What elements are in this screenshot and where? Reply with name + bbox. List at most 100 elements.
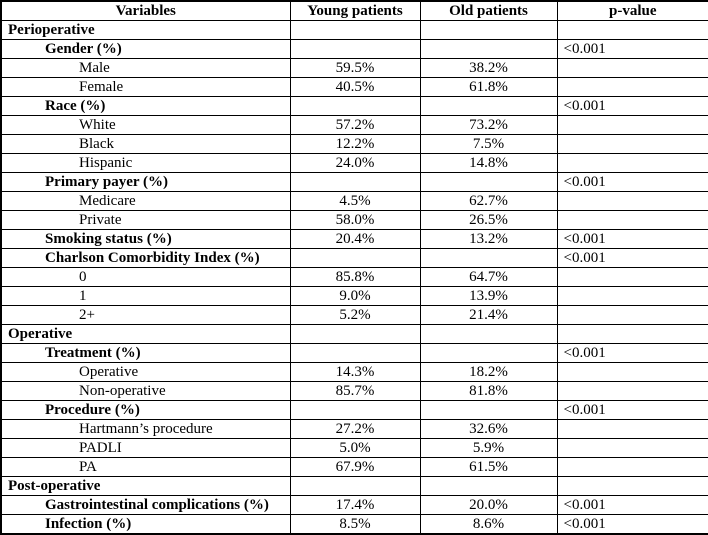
p-value-cell <box>556 362 708 382</box>
variable-cell: Hispanic <box>0 153 291 173</box>
young-patients-cell: 58.0% <box>289 210 421 230</box>
p-value-cell: <0.001 <box>556 39 708 59</box>
table-row: Post-operative <box>0 476 708 496</box>
old-patients-cell: 20.0% <box>419 495 558 515</box>
table-row: Black 12.2% 7.5% <box>0 134 708 154</box>
p-value-cell: <0.001 <box>556 172 708 192</box>
p-value-cell <box>556 381 708 401</box>
old-patients-cell <box>419 20 558 40</box>
old-patients-cell: 26.5% <box>419 210 558 230</box>
p-value-cell: <0.001 <box>556 248 708 268</box>
variable-cell: White <box>0 115 291 135</box>
table-row: PADLI 5.0% 5.9% <box>0 438 708 458</box>
table-row: Primary payer (%) <0.001 <box>0 172 708 192</box>
old-patients-cell: 32.6% <box>419 419 558 439</box>
young-patients-cell: 14.3% <box>289 362 421 382</box>
variable-cell: Private <box>0 210 291 230</box>
old-patients-cell: 81.8% <box>419 381 558 401</box>
variable-cell: Post-operative <box>0 476 291 496</box>
variable-cell: Race (%) <box>0 96 291 116</box>
table-row: Charlson Comorbidity Index (%) <0.001 <box>0 248 708 268</box>
variable-cell: Infection (%) <box>0 514 291 535</box>
old-patients-cell: 13.2% <box>419 229 558 249</box>
old-patients-cell: 61.8% <box>419 77 558 97</box>
table-row: White 57.2% 73.2% <box>0 115 708 135</box>
old-patients-cell: 62.7% <box>419 191 558 211</box>
variable-cell: Perioperative <box>0 20 291 40</box>
old-patients-cell: 38.2% <box>419 58 558 78</box>
p-value-cell <box>556 115 708 135</box>
young-patients-cell <box>289 324 421 344</box>
variable-cell: Hartmann’s procedure <box>0 419 291 439</box>
p-value-cell: <0.001 <box>556 229 708 249</box>
column-header-variables: Variables <box>0 0 291 21</box>
old-patients-cell <box>419 400 558 420</box>
old-patients-cell <box>419 476 558 496</box>
variable-cell: Male <box>0 58 291 78</box>
table-row: Medicare 4.5% 62.7% <box>0 191 708 211</box>
old-patients-cell <box>419 248 558 268</box>
variable-cell: Female <box>0 77 291 97</box>
p-value-cell <box>556 305 708 325</box>
p-value-cell <box>556 324 708 344</box>
p-value-cell <box>556 438 708 458</box>
p-value-cell <box>556 286 708 306</box>
table-header: Variables Young patients Old patients p-… <box>0 0 708 21</box>
old-patients-cell: 5.9% <box>419 438 558 458</box>
old-patients-cell: 13.9% <box>419 286 558 306</box>
variable-cell: Medicare <box>0 191 291 211</box>
p-value-cell <box>556 457 708 477</box>
p-value-cell: <0.001 <box>556 343 708 363</box>
table-row: Female 40.5% 61.8% <box>0 77 708 97</box>
young-patients-cell: 40.5% <box>289 77 421 97</box>
variable-cell: 1 <box>0 286 291 306</box>
variable-cell: Smoking status (%) <box>0 229 291 249</box>
young-patients-cell <box>289 20 421 40</box>
table-row: Race (%) <0.001 <box>0 96 708 116</box>
table-body: Perioperative Gender (%) <0.001 Male 59.5% 38… <box>0 20 708 535</box>
young-patients-cell: 5.2% <box>289 305 421 325</box>
p-value-cell <box>556 77 708 97</box>
young-patients-cell <box>289 248 421 268</box>
table-row: Operative <box>0 324 708 344</box>
old-patients-cell: 73.2% <box>419 115 558 135</box>
old-patients-cell: 21.4% <box>419 305 558 325</box>
p-value-cell <box>556 58 708 78</box>
table-row: 0 85.8% 64.7% <box>0 267 708 287</box>
young-patients-cell <box>289 476 421 496</box>
old-patients-cell: 7.5% <box>419 134 558 154</box>
column-header-young-patients: Young patients <box>289 0 421 21</box>
p-value-cell: <0.001 <box>556 495 708 515</box>
table-row: Perioperative <box>0 20 708 40</box>
young-patients-cell <box>289 172 421 192</box>
p-value-cell <box>556 153 708 173</box>
table-row: Hispanic 24.0% 14.8% <box>0 153 708 173</box>
variable-cell: Gastrointestinal complications (%) <box>0 495 291 515</box>
p-value-cell: <0.001 <box>556 96 708 116</box>
young-patients-cell: 57.2% <box>289 115 421 135</box>
old-patients-cell <box>419 172 558 192</box>
p-value-cell <box>556 20 708 40</box>
table-row: Private 58.0% 26.5% <box>0 210 708 230</box>
young-patients-cell <box>289 400 421 420</box>
table-row: Procedure (%) <0.001 <box>0 400 708 420</box>
table-row: Treatment (%) <0.001 <box>0 343 708 363</box>
table-row: PA 67.9% 61.5% <box>0 457 708 477</box>
column-header-p-value: p-value <box>556 0 708 21</box>
table-row: Non-operative 85.7% 81.8% <box>0 381 708 401</box>
p-value-cell <box>556 476 708 496</box>
old-patients-cell: 14.8% <box>419 153 558 173</box>
table-row: 2+ 5.2% 21.4% <box>0 305 708 325</box>
variable-cell: PA <box>0 457 291 477</box>
table-row: 1 9.0% 13.9% <box>0 286 708 306</box>
variable-cell: Non-operative <box>0 381 291 401</box>
young-patients-cell: 85.8% <box>289 267 421 287</box>
old-patients-cell: 61.5% <box>419 457 558 477</box>
old-patients-cell: 8.6% <box>419 514 558 535</box>
variable-cell: Treatment (%) <box>0 343 291 363</box>
young-patients-cell: 17.4% <box>289 495 421 515</box>
young-patients-cell: 85.7% <box>289 381 421 401</box>
variable-cell: Procedure (%) <box>0 400 291 420</box>
p-value-cell <box>556 210 708 230</box>
